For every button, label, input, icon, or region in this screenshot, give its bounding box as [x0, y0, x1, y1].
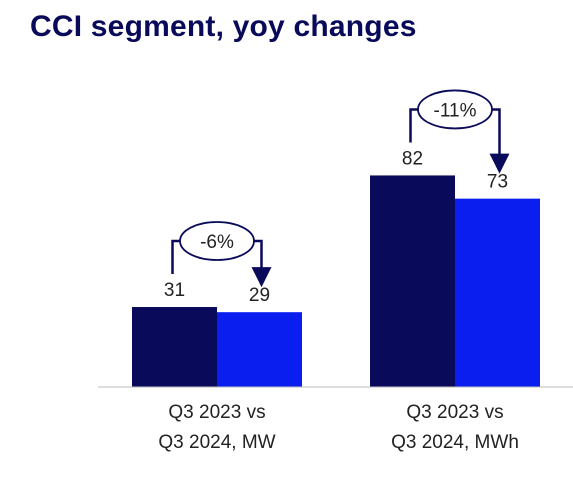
category-label-mw: Q3 2023 vs Q3 2024, MW	[107, 398, 327, 458]
change-bubble	[179, 221, 255, 261]
category-label-line2: Q3 2024, MW	[158, 432, 276, 453]
bar-q3-2023	[370, 175, 455, 387]
category-label-line2: Q3 2024, MWh	[391, 432, 519, 453]
category-label-mwh: Q3 2023 vs Q3 2024, MWh	[345, 398, 565, 458]
bar-q3-2024	[455, 198, 540, 387]
category-label-line1: Q3 2023 vs	[406, 402, 504, 423]
change-label: -11%	[434, 100, 477, 121]
value-label: 73	[487, 172, 508, 193]
bar-q3-2023	[132, 307, 217, 387]
change-bubble	[417, 89, 493, 130]
value-label: 29	[249, 285, 270, 306]
change-label: -6%	[200, 232, 234, 253]
value-label: 82	[402, 148, 423, 169]
category-label-line1: Q3 2023 vs	[168, 402, 266, 423]
value-label: 31	[164, 280, 185, 301]
chart-title: CCI segment, yoy changes	[30, 10, 417, 43]
bar-q3-2024	[217, 312, 302, 387]
